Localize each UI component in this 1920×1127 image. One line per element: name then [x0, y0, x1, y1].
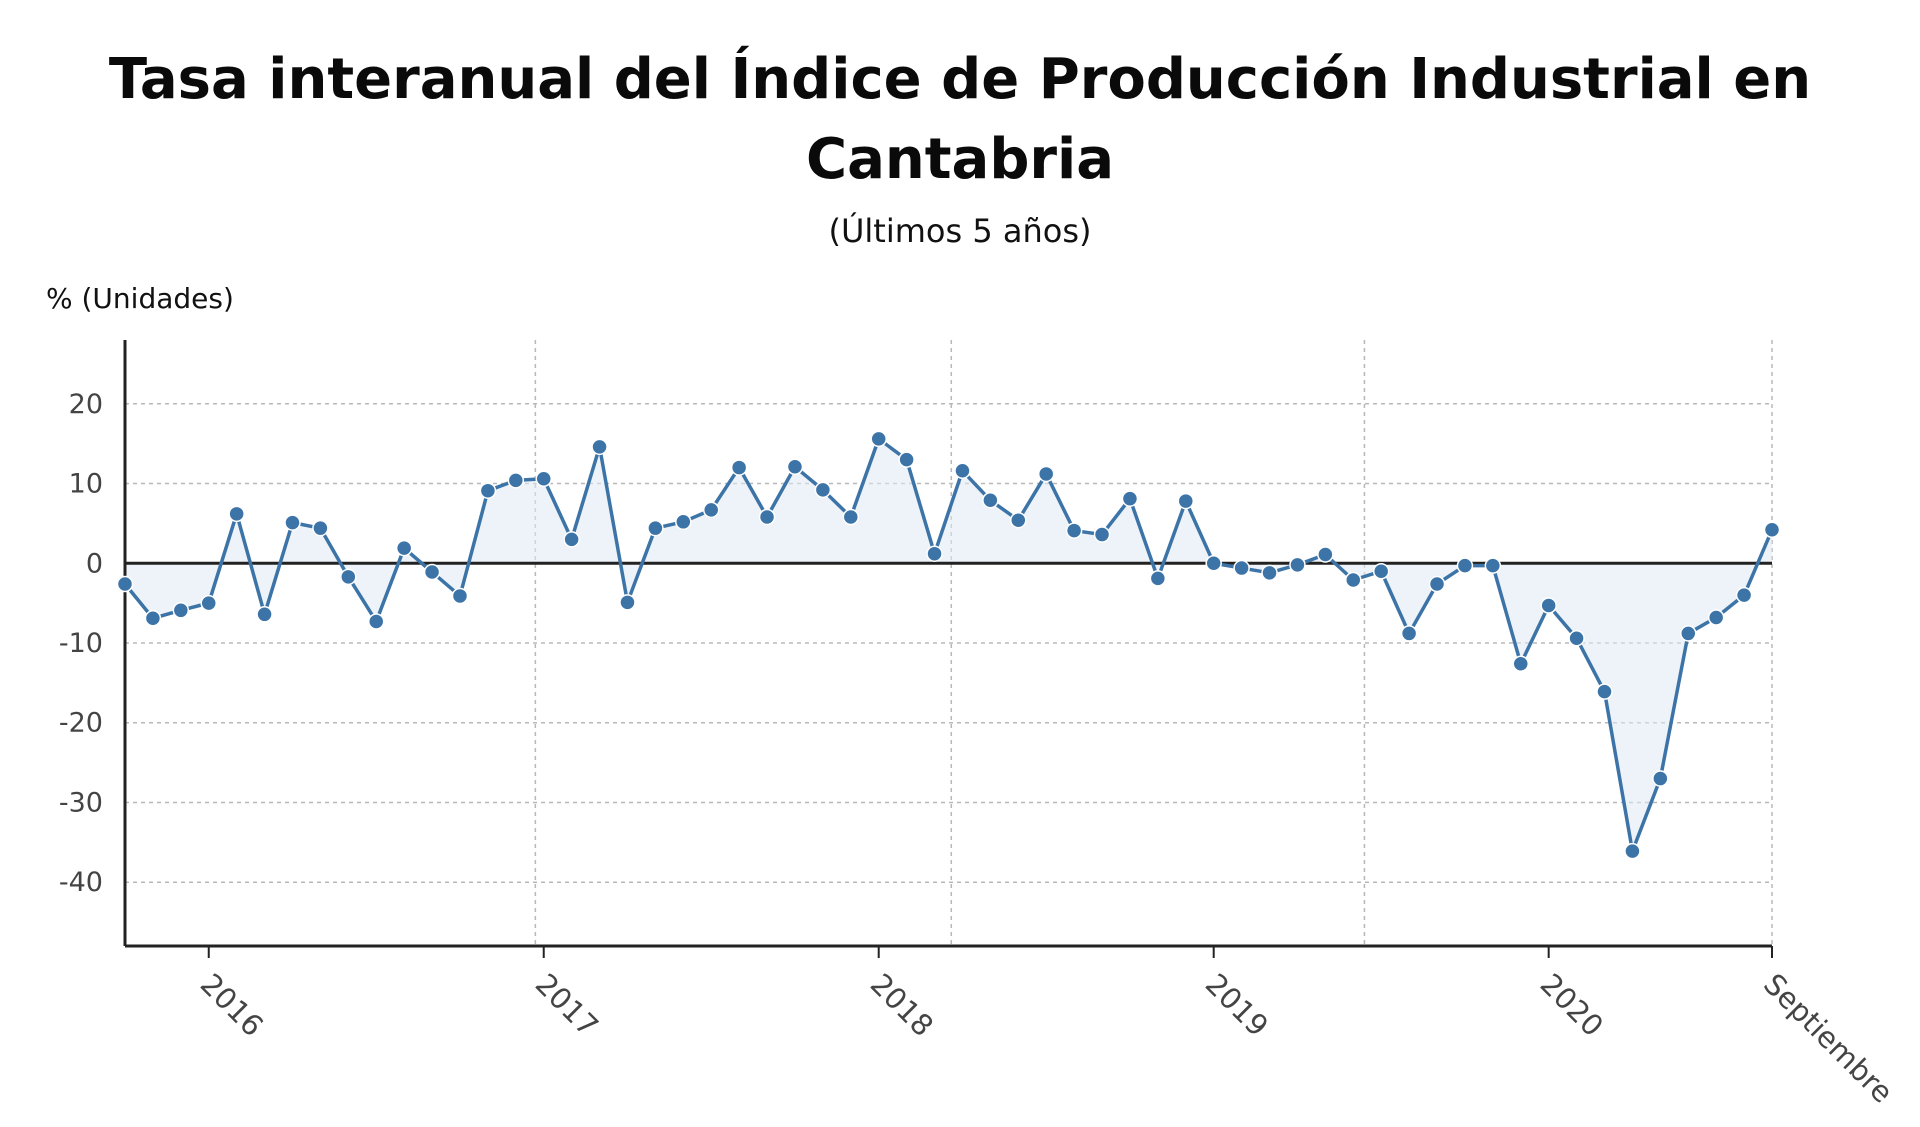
- y-tick-label: -40: [59, 867, 103, 898]
- data-point: [982, 492, 999, 509]
- x-tick-label: 2016: [194, 967, 270, 1043]
- data-point: [954, 462, 971, 480]
- data-point: [591, 438, 608, 456]
- series-points: [116, 430, 1781, 860]
- x-tick-labels: 2016 2017 2018 2019 2020 Septiembre: [194, 967, 1900, 1110]
- data-point: [367, 613, 385, 630]
- data-point: [1624, 842, 1641, 860]
- data-point: [842, 508, 860, 526]
- data-point: [1205, 555, 1222, 572]
- chart-title-line1: Tasa interanual del Índice de Producción…: [108, 47, 1812, 112]
- data-point: [228, 505, 245, 523]
- data-point: [1456, 557, 1474, 574]
- y-axis-unit-label: % (Unidades): [46, 282, 234, 315]
- data-point: [479, 482, 497, 499]
- y-tick-label: -20: [59, 708, 103, 739]
- data-point: [702, 501, 720, 519]
- data-point: [1037, 465, 1055, 483]
- data-point: [116, 575, 134, 593]
- data-point: [1707, 609, 1725, 626]
- data-point: [563, 531, 580, 548]
- x-tick-label: 2020: [1534, 967, 1610, 1043]
- y-tick-label: -10: [59, 628, 103, 659]
- data-point: [1317, 546, 1334, 563]
- series-area: [125, 438, 1772, 852]
- data-point: [1428, 575, 1446, 593]
- series-path: [123, 437, 1774, 853]
- data-point: [1010, 511, 1027, 529]
- data-point: [898, 451, 915, 468]
- data-point: [1568, 629, 1585, 647]
- data-point: [1512, 655, 1530, 672]
- data-point: [1484, 557, 1502, 574]
- y-tick-label: 20: [69, 389, 103, 420]
- data-point: [256, 606, 273, 623]
- grid-lines: [125, 340, 1773, 946]
- data-point: [1652, 770, 1669, 787]
- data-point: [814, 481, 832, 499]
- data-point: [507, 472, 525, 489]
- data-point: [758, 508, 776, 526]
- data-point: [1093, 526, 1111, 543]
- area-fill: [125, 438, 1772, 852]
- data-point: [786, 458, 804, 476]
- data-point: [200, 594, 217, 612]
- data-point: [1177, 492, 1195, 510]
- x-tick-label: Septiembre: [1757, 967, 1900, 1110]
- data-point: [730, 459, 748, 476]
- data-point: [1065, 522, 1083, 539]
- data-point: [1735, 586, 1753, 604]
- data-point: [1233, 559, 1250, 577]
- data-point: [1289, 556, 1306, 574]
- data-point: [647, 519, 664, 537]
- data-point: [1596, 683, 1613, 700]
- chart-title-line2: Cantabria: [806, 127, 1114, 192]
- data-point: [1763, 521, 1781, 539]
- chart-title: Tasa interanual del Índice de Producción…: [0, 40, 1920, 200]
- data-point: [1540, 597, 1557, 614]
- y-tick-labels: 20 10 0 -10 -20 -30 -40: [59, 389, 103, 898]
- data-point: [1400, 625, 1418, 642]
- data-point: [1345, 571, 1362, 589]
- data-point: [926, 545, 943, 562]
- data-point: [1121, 490, 1139, 507]
- data-point: [423, 563, 441, 581]
- y-tick-label: 10: [69, 469, 103, 500]
- data-point: [395, 539, 413, 557]
- data-point: [312, 519, 329, 537]
- x-tick-label: 2019: [1199, 967, 1275, 1043]
- x-tick-label: 2017: [529, 967, 605, 1043]
- data-point: [1261, 564, 1278, 582]
- data-point: [172, 602, 190, 619]
- y-tick-label: 0: [86, 548, 103, 579]
- y-tick-label: -30: [59, 787, 103, 818]
- series-line: [123, 437, 1774, 853]
- data-point: [451, 587, 469, 605]
- data-point: [1372, 562, 1390, 580]
- data-point: [1680, 625, 1697, 642]
- data-point: [1149, 570, 1167, 587]
- data-point: [870, 430, 887, 448]
- data-point: [675, 513, 692, 531]
- data-point: [535, 470, 552, 487]
- x-tick-label: 2018: [864, 967, 940, 1043]
- data-point: [284, 514, 301, 531]
- data-point: [340, 568, 357, 586]
- chart-subtitle: (Últimos 5 años): [828, 212, 1092, 250]
- data-point: [144, 610, 162, 627]
- data-point: [619, 594, 636, 611]
